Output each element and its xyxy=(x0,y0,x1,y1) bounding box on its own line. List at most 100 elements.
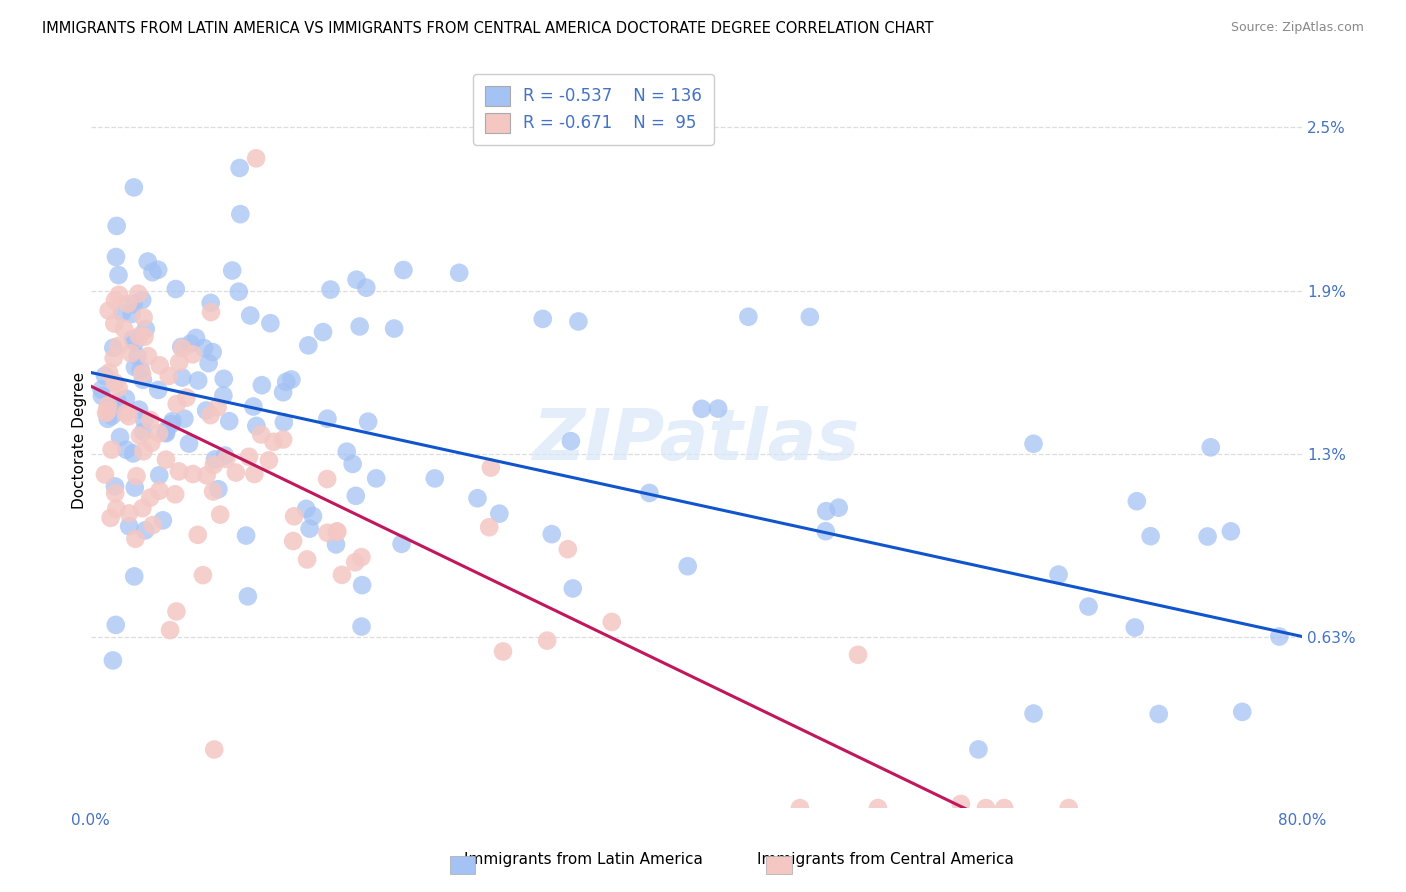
Y-axis label: Doctorate Degree: Doctorate Degree xyxy=(72,372,87,509)
Point xyxy=(125,469,148,483)
Point xyxy=(173,411,195,425)
Point xyxy=(250,378,273,392)
Point xyxy=(132,310,155,325)
Point xyxy=(295,552,318,566)
Point xyxy=(124,360,146,375)
Point xyxy=(316,411,339,425)
Point xyxy=(479,460,502,475)
Point xyxy=(1197,529,1219,543)
Point xyxy=(262,434,284,449)
Point xyxy=(90,383,112,397)
Point xyxy=(97,412,120,426)
Point xyxy=(146,262,169,277)
Point xyxy=(97,401,120,416)
Point xyxy=(124,569,146,583)
Point xyxy=(202,458,225,472)
Point xyxy=(148,426,170,441)
Point xyxy=(540,527,562,541)
Point xyxy=(1147,706,1170,721)
Point xyxy=(467,491,489,506)
Point xyxy=(127,349,149,363)
Point xyxy=(114,392,136,406)
Legend: R = -0.537    N = 136, R = -0.671    N =  95: R = -0.537 N = 136, R = -0.671 N = 95 xyxy=(474,74,714,145)
Point xyxy=(191,568,214,582)
Point xyxy=(366,471,388,485)
Point xyxy=(449,266,471,280)
Point xyxy=(167,355,190,369)
Point xyxy=(1022,706,1045,721)
Point xyxy=(561,582,583,596)
Point xyxy=(96,403,118,417)
Point xyxy=(342,457,364,471)
Point xyxy=(131,293,153,307)
Point xyxy=(149,359,172,373)
Point xyxy=(846,648,869,662)
Point xyxy=(101,653,124,667)
Point xyxy=(316,472,339,486)
Point xyxy=(108,287,131,301)
Point xyxy=(221,263,243,277)
Point xyxy=(124,532,146,546)
Point xyxy=(259,316,281,330)
Point xyxy=(184,331,207,345)
Point xyxy=(107,268,129,282)
Point xyxy=(115,406,138,420)
Point xyxy=(187,528,209,542)
Point xyxy=(139,413,162,427)
Point xyxy=(122,332,145,346)
Point xyxy=(557,542,579,557)
Point xyxy=(112,321,135,335)
Point xyxy=(132,425,155,439)
Point xyxy=(1057,801,1080,815)
Point xyxy=(236,590,259,604)
Point xyxy=(1219,524,1241,539)
Point xyxy=(330,567,353,582)
Point xyxy=(1232,705,1254,719)
Point xyxy=(346,273,368,287)
Point xyxy=(100,511,122,525)
Point xyxy=(815,504,838,518)
Point xyxy=(124,335,146,350)
Point xyxy=(195,403,218,417)
Point xyxy=(209,508,232,522)
Point xyxy=(242,400,264,414)
Point xyxy=(283,509,305,524)
Point xyxy=(131,367,153,381)
Point xyxy=(319,283,342,297)
Point xyxy=(202,484,225,499)
Point xyxy=(737,310,759,324)
Point xyxy=(128,428,150,442)
Point xyxy=(271,433,294,447)
Point xyxy=(127,286,149,301)
Point xyxy=(108,430,131,444)
Point xyxy=(1047,567,1070,582)
Point xyxy=(152,513,174,527)
Point xyxy=(866,801,889,815)
Point xyxy=(181,467,204,481)
Point xyxy=(257,453,280,467)
Point xyxy=(676,559,699,574)
Point xyxy=(135,322,157,336)
Point xyxy=(276,375,298,389)
Point xyxy=(105,501,128,516)
Point xyxy=(100,442,122,457)
Point xyxy=(107,395,129,409)
Point xyxy=(207,482,229,496)
Point xyxy=(1077,599,1099,614)
Point xyxy=(94,467,117,482)
Point xyxy=(200,408,222,422)
Point xyxy=(172,370,194,384)
Point xyxy=(157,368,180,383)
Text: ZIPatlas: ZIPatlas xyxy=(533,406,860,475)
Point xyxy=(336,444,359,458)
Point xyxy=(90,389,112,403)
Point xyxy=(103,401,125,415)
Point xyxy=(115,442,138,457)
Point xyxy=(111,306,134,320)
Point xyxy=(107,381,129,395)
Point xyxy=(215,452,238,467)
Point xyxy=(1123,620,1146,634)
Point xyxy=(122,446,145,460)
Point xyxy=(250,427,273,442)
Point xyxy=(228,285,250,299)
